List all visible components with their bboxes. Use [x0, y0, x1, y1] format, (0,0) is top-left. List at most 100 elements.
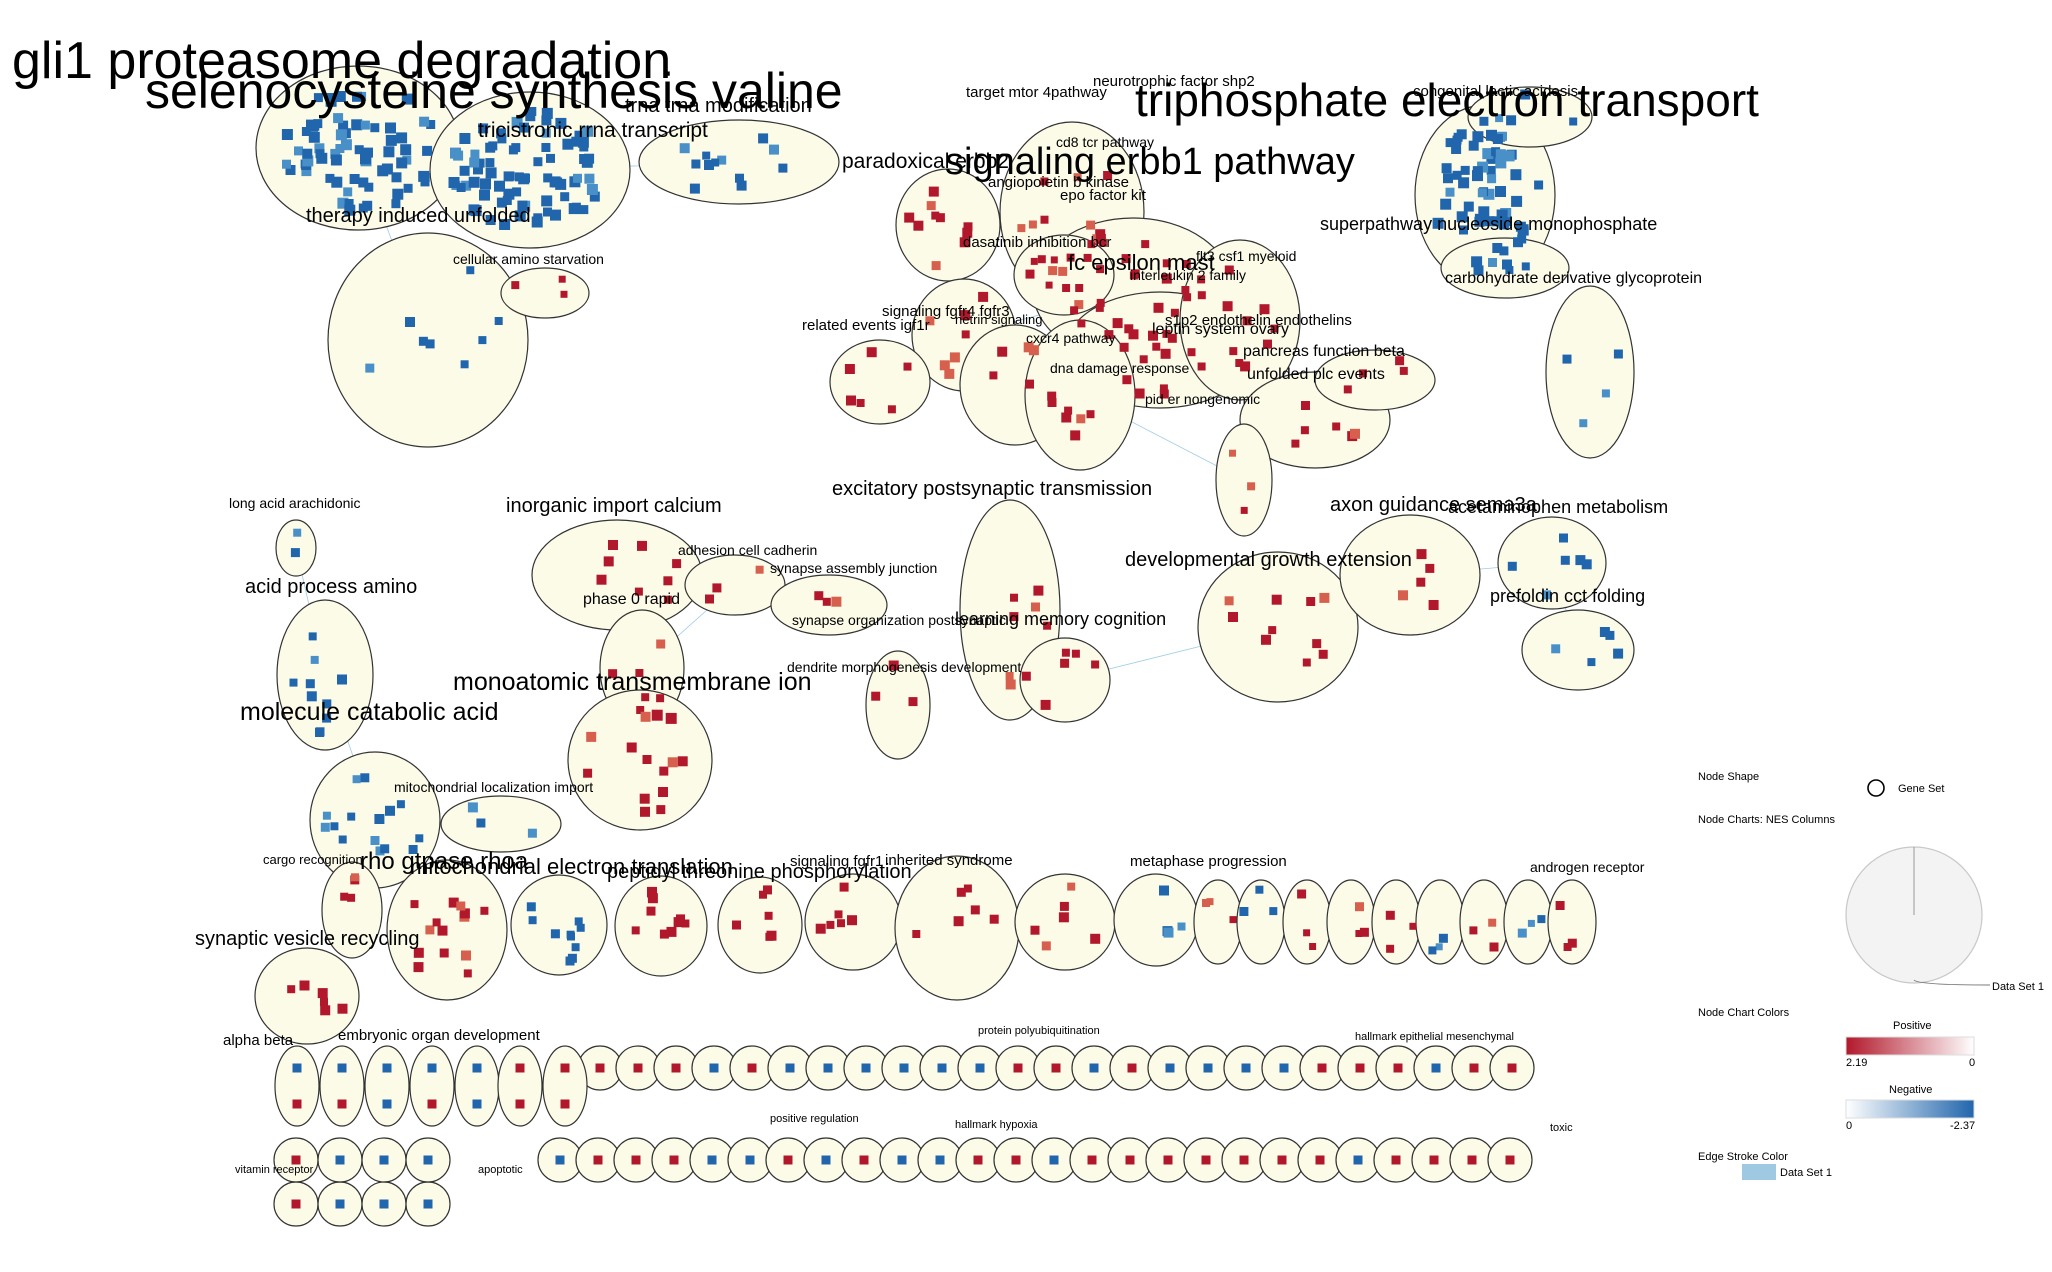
- gene-set-node[interactable]: [1473, 265, 1484, 276]
- gene-set-node[interactable]: [1495, 114, 1504, 123]
- label-mito-localization[interactable]: mitochondrial localization import: [394, 779, 593, 795]
- gene-set-node[interactable]: [360, 773, 370, 783]
- gene-set-node[interactable]: [689, 183, 700, 194]
- gene-set-node[interactable]: [973, 1155, 983, 1165]
- gene-set-node[interactable]: [1222, 301, 1233, 312]
- label-carbohydrate[interactable]: carbohydrate derivative glycoprotein: [1445, 270, 1702, 287]
- label-leptin[interactable]: leptin system ovary: [1152, 321, 1289, 338]
- gene-set-node[interactable]: [351, 119, 363, 131]
- gene-set-node[interactable]: [639, 793, 650, 804]
- gene-set-node[interactable]: [528, 916, 537, 925]
- label-target-mtor[interactable]: target mtor 4pathway: [966, 84, 1107, 101]
- gene-set-node[interactable]: [571, 943, 580, 952]
- gene-set-node[interactable]: [1506, 115, 1517, 126]
- gene-set-node[interactable]: [1268, 626, 1277, 635]
- gene-set-node[interactable]: [1183, 293, 1192, 302]
- gene-set-node[interactable]: [651, 709, 663, 721]
- gene-set-node[interactable]: [550, 929, 560, 939]
- gene-set-node[interactable]: [1463, 201, 1474, 212]
- gene-set-node[interactable]: [659, 929, 669, 939]
- gene-set-node[interactable]: [503, 171, 514, 182]
- gene-set-node[interactable]: [475, 158, 485, 168]
- gene-set-node[interactable]: [1491, 216, 1502, 227]
- gene-set-node[interactable]: [1040, 177, 1049, 186]
- gene-set-node[interactable]: [333, 113, 344, 124]
- gene-set-node[interactable]: [437, 925, 448, 936]
- gene-set-node[interactable]: [370, 123, 380, 133]
- gene-set-node[interactable]: [1091, 660, 1100, 669]
- gene-set-node[interactable]: [422, 145, 433, 156]
- gene-set-node[interactable]: [494, 317, 503, 325]
- gene-set-node[interactable]: [1122, 375, 1132, 385]
- gene-set-node[interactable]: [1479, 116, 1489, 126]
- gene-set-node[interactable]: [313, 93, 323, 103]
- gene-set-node[interactable]: [1510, 169, 1522, 181]
- cluster-label-learning[interactable]: learning memory cognition: [955, 609, 1166, 629]
- gene-set-node[interactable]: [1148, 330, 1158, 341]
- gene-set-node[interactable]: [1259, 304, 1270, 315]
- cluster-label-paradoxical[interactable]: paradoxical erbb2: [842, 150, 1009, 173]
- gene-set-node[interactable]: [642, 755, 652, 764]
- gene-set-node[interactable]: [527, 828, 537, 838]
- gene-set-node[interactable]: [1505, 1155, 1515, 1165]
- gene-set-node[interactable]: [401, 93, 413, 105]
- gene-set-node[interactable]: [1271, 594, 1282, 605]
- cluster-ellipse[interactable]: [1497, 516, 1607, 610]
- gene-set-node[interactable]: [908, 697, 918, 707]
- gene-set-node[interactable]: [419, 116, 430, 127]
- gene-set-node[interactable]: [1309, 943, 1317, 950]
- gene-set-node[interactable]: [469, 157, 480, 168]
- gene-set-node[interactable]: [1005, 679, 1016, 690]
- gene-set-node[interactable]: [385, 122, 396, 134]
- gene-set-node[interactable]: [511, 116, 523, 128]
- gene-set-node[interactable]: [831, 596, 842, 607]
- gene-set-node[interactable]: [415, 834, 424, 843]
- gene-set-node[interactable]: [546, 153, 555, 163]
- gene-set-node[interactable]: [1487, 174, 1497, 184]
- gene-set-node[interactable]: [1240, 361, 1251, 372]
- gene-set-node[interactable]: [1255, 885, 1264, 894]
- cluster-ellipse[interactable]: [1113, 873, 1199, 967]
- gene-set-node[interactable]: [285, 165, 296, 175]
- label-s1p2[interactable]: s1p2 endothelin endothelins: [1165, 312, 1352, 329]
- gene-set-node[interactable]: [1306, 597, 1316, 606]
- gene-set-node[interactable]: [1303, 929, 1311, 937]
- gene-set-node[interactable]: [1040, 215, 1049, 224]
- gene-set-node[interactable]: [478, 336, 487, 345]
- gene-set-node[interactable]: [533, 157, 543, 167]
- gene-set-node[interactable]: [423, 1155, 433, 1165]
- gene-set-node[interactable]: [555, 117, 567, 129]
- gene-set-node[interactable]: [432, 918, 441, 927]
- gene-set-node[interactable]: [1498, 219, 1509, 230]
- cluster-ellipse[interactable]: [319, 1045, 365, 1127]
- gene-set-node[interactable]: [555, 178, 567, 190]
- gene-set-node[interactable]: [1163, 1155, 1173, 1165]
- gene-set-node[interactable]: [1507, 561, 1517, 571]
- gene-set-node[interactable]: [1153, 302, 1164, 313]
- label-congenital[interactable]: congenital lactic acidosis: [1413, 83, 1578, 100]
- gene-set-node[interactable]: [320, 1005, 331, 1016]
- gene-set-node[interactable]: [1456, 129, 1467, 140]
- gene-set-node[interactable]: [1119, 342, 1129, 352]
- gene-set-node[interactable]: [1011, 1155, 1021, 1165]
- gene-set-node[interactable]: [1159, 885, 1169, 896]
- gene-set-node[interactable]: [1061, 412, 1072, 423]
- gene-set-node[interactable]: [626, 742, 637, 753]
- gene-set-node[interactable]: [711, 158, 720, 167]
- gene-set-node[interactable]: [1037, 255, 1046, 264]
- gene-set-node[interactable]: [677, 756, 688, 767]
- gene-set-node[interactable]: [656, 805, 666, 815]
- gene-set-node[interactable]: [631, 1155, 641, 1165]
- gene-set-node[interactable]: [326, 93, 336, 102]
- gene-set-node[interactable]: [320, 822, 330, 832]
- gene-set-node[interactable]: [527, 107, 537, 116]
- gene-set-node[interactable]: [1435, 943, 1443, 951]
- gene-set-node[interactable]: [468, 176, 480, 188]
- label-cxcr4[interactable]: cxcr4 pathway: [1026, 330, 1115, 346]
- gene-set-node[interactable]: [1269, 907, 1278, 916]
- gene-set-node[interactable]: [1317, 1063, 1327, 1073]
- gene-set-node[interactable]: [1127, 1063, 1137, 1073]
- gene-set-node[interactable]: [1160, 348, 1171, 359]
- gene-set-node[interactable]: [425, 925, 435, 935]
- gene-set-node[interactable]: [1181, 286, 1190, 294]
